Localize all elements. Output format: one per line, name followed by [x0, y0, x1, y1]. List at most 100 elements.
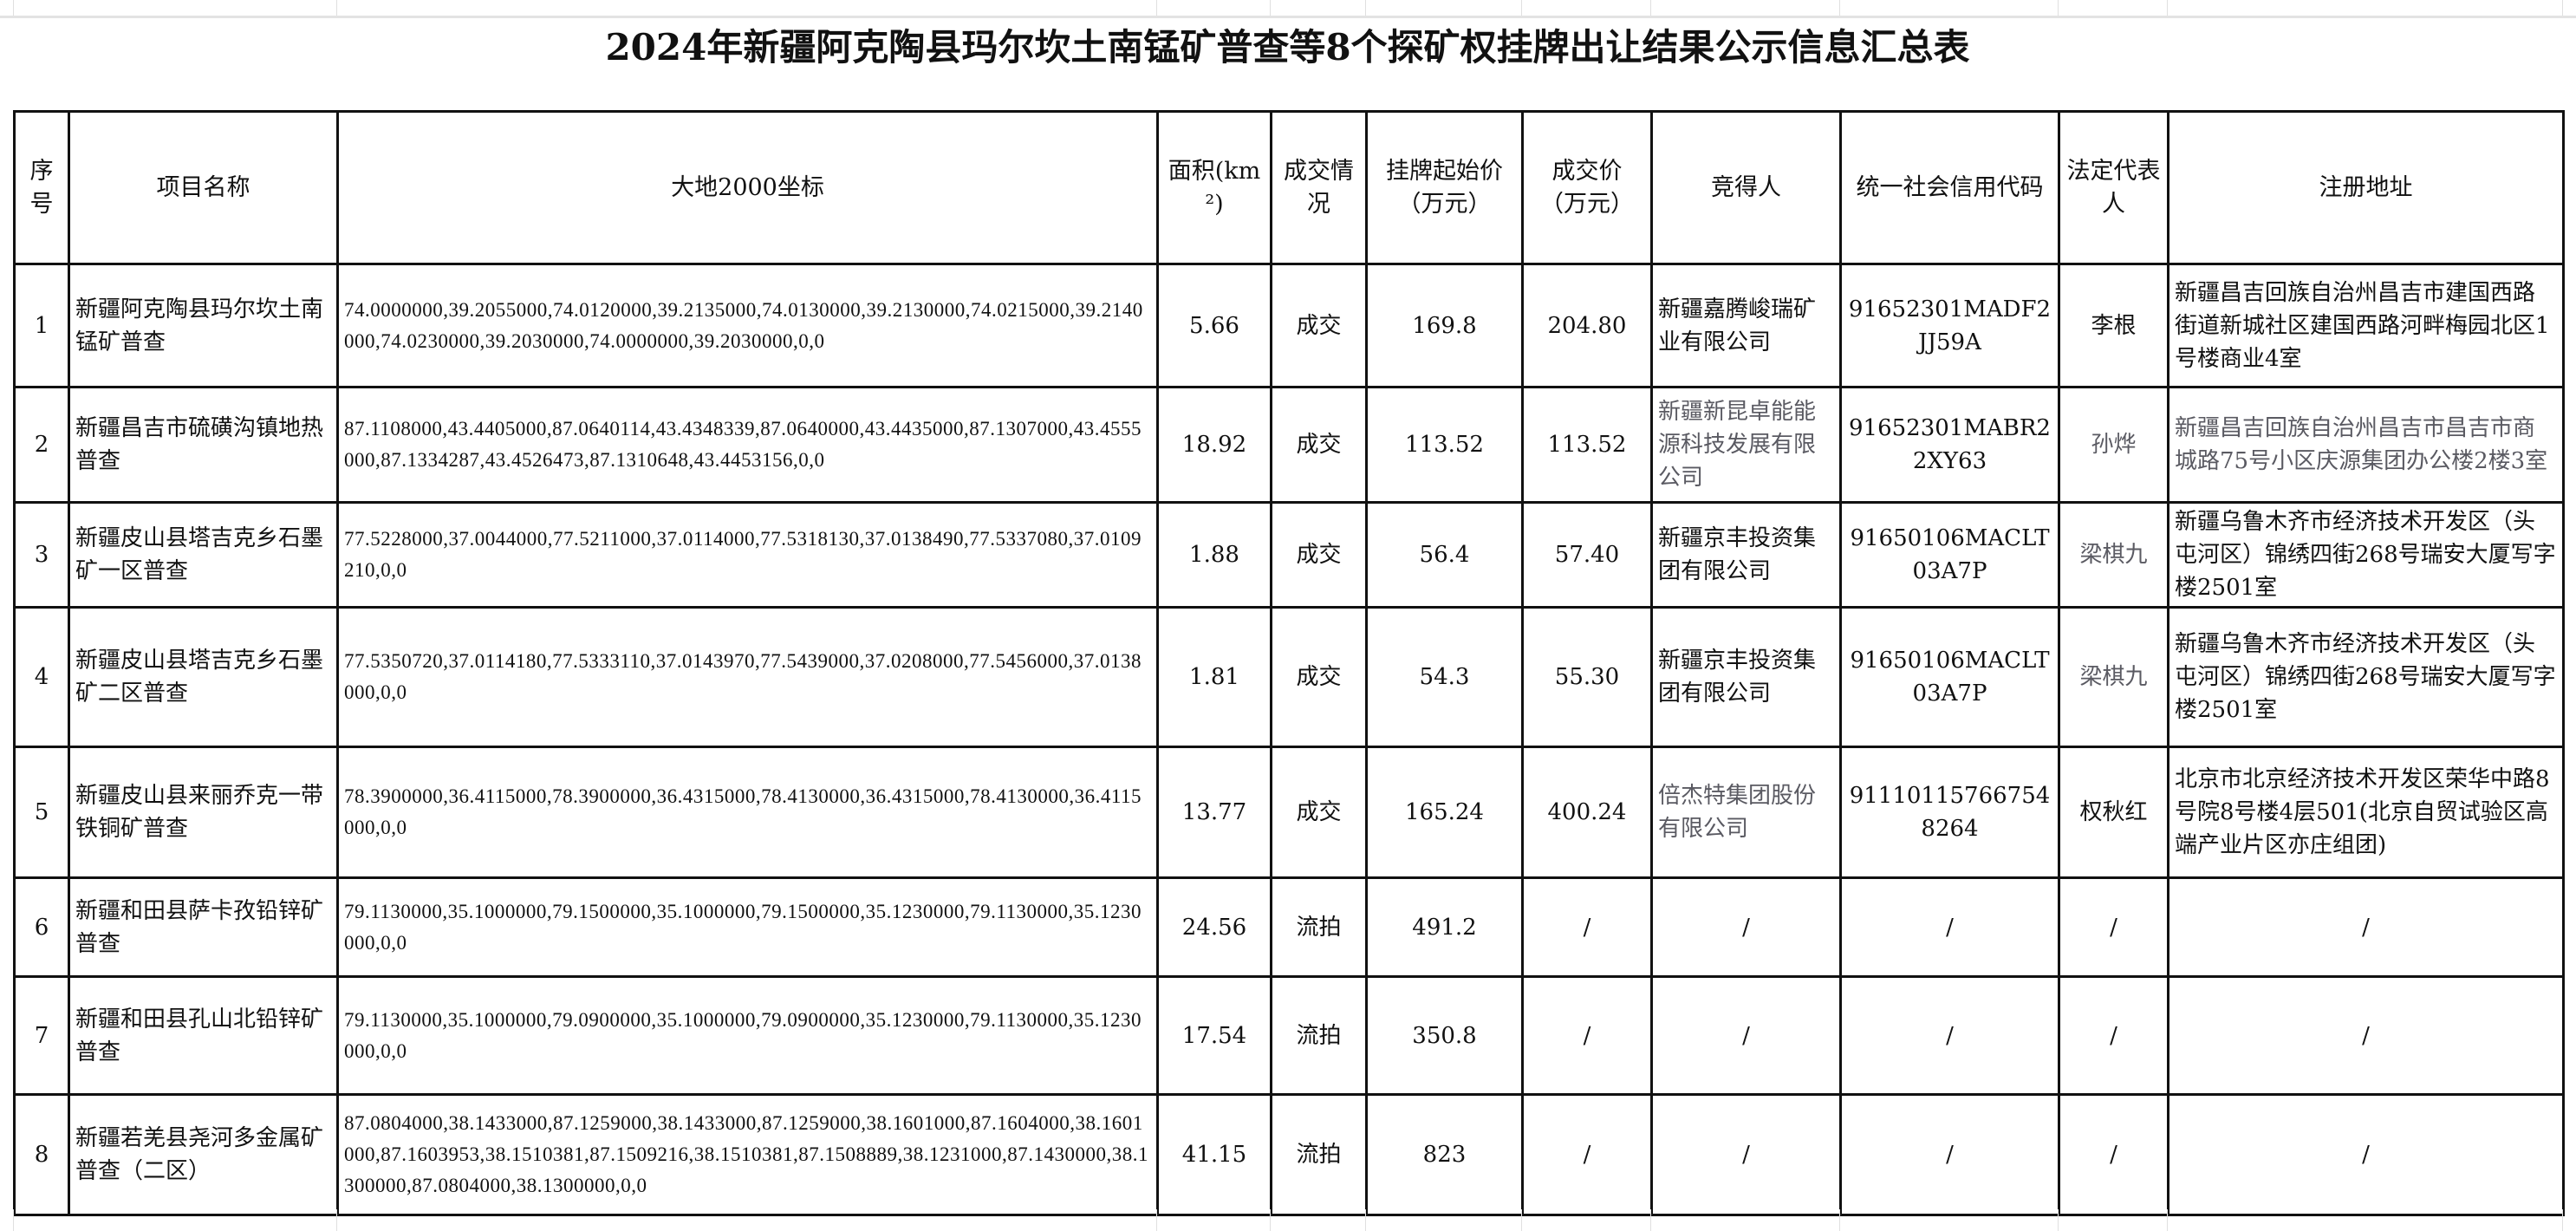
results-table: 序号 项目名称 大地2000坐标 面积(km²) 成交情况 挂牌起始价（万元） …: [13, 110, 2565, 1216]
header-bidder: 竞得人: [1650, 110, 1842, 265]
header-start-price: 挂牌起始价（万元）: [1365, 110, 1524, 265]
cell-deal-price: /: [1521, 975, 1653, 1096]
cell-no: 2: [13, 386, 70, 504]
cell-address: /: [2167, 876, 2565, 978]
cell-legal-rep: 梁棋九: [2058, 501, 2169, 609]
table-row: 8 新疆若羌县尧河多金属矿普查（二区） 87.0804000,38.1433000,…: [13, 1093, 2565, 1216]
cell-bidder: 新疆嘉腾峻瑞矿业有限公司: [1650, 263, 1842, 388]
table-row: 2 新疆昌吉市硫磺沟镇地热普查 87.1108000,43.4405000,87.0…: [13, 386, 2565, 504]
cell-area: 1.88: [1156, 501, 1272, 609]
cell-project-name: 新疆皮山县塔吉克乡石墨矿二区普查: [68, 606, 339, 748]
cell-bidder: 新疆京丰投资集团有限公司: [1650, 501, 1842, 609]
cell-deal-price: 55.30: [1521, 606, 1653, 748]
cell-coordinates: 78.3900000,36.4115000,78.3900000,36.4315…: [336, 746, 1159, 879]
cell-bidder: 新疆京丰投资集团有限公司: [1650, 606, 1842, 748]
header-area: 面积(km²): [1156, 110, 1272, 265]
cell-project-name: 新疆皮山县塔吉克乡石墨矿一区普查: [68, 501, 339, 609]
cell-no: 4: [13, 606, 70, 748]
cell-coordinates: 74.0000000,39.2055000,74.0120000,39.2135…: [336, 263, 1159, 388]
cell-credit-code: /: [1839, 876, 2060, 978]
cell-address: 北京市北京经济技术开发区荣华中路8号院8号楼4层501(北京自贸试验区高端产业片…: [2167, 746, 2565, 879]
cell-deal-price: 400.24: [1521, 746, 1653, 879]
cell-status: 成交: [1270, 746, 1368, 879]
cell-start-price: 113.52: [1365, 386, 1524, 504]
header-address: 注册地址: [2167, 110, 2565, 265]
cell-start-price: 165.24: [1365, 746, 1524, 879]
cell-area: 24.56: [1156, 876, 1272, 978]
cell-project-name: 新疆皮山县来丽乔克一带铁铜矿普查: [68, 746, 339, 879]
table-row: 1 新疆阿克陶县玛尔坎土南锰矿普查 74.0000000,39.2055000,74…: [13, 263, 2565, 388]
cell-credit-code: 91652301MADF2JJ59A: [1839, 263, 2060, 388]
cell-address: /: [2167, 975, 2565, 1096]
cell-legal-rep: /: [2058, 1093, 2169, 1216]
header-deal-price: 成交价（万元）: [1521, 110, 1653, 265]
cell-credit-code: 91650106MACLT03A7P: [1839, 606, 2060, 748]
cell-coordinates: 87.1108000,43.4405000,87.0640114,43.4348…: [336, 386, 1159, 504]
cell-address: 新疆昌吉回族自治州昌吉市建国西路街道新城社区建国西路河畔梅园北区1号楼商业4室: [2167, 263, 2565, 388]
table-row: 5 新疆皮山县来丽乔克一带铁铜矿普查 78.3900000,36.4115000,7…: [13, 746, 2565, 879]
cell-no: 6: [13, 876, 70, 978]
cell-project-name: 新疆阿克陶县玛尔坎土南锰矿普查: [68, 263, 339, 388]
cell-project-name: 新疆昌吉市硫磺沟镇地热普查: [68, 386, 339, 504]
cell-status: 流拍: [1270, 975, 1368, 1096]
table-row: 6 新疆和田县萨卡孜铅锌矿普查 79.1130000,35.1000000,79.1…: [13, 876, 2565, 978]
cell-bidder: /: [1650, 1093, 1842, 1216]
header-coordinates: 大地2000坐标: [336, 110, 1159, 265]
cell-legal-rep: 孙烨: [2058, 386, 2169, 504]
cell-status: 成交: [1270, 501, 1368, 609]
table-row: 3 新疆皮山县塔吉克乡石墨矿一区普查 77.5228000,37.0044000,7…: [13, 501, 2565, 609]
cell-coordinates: 79.1130000,35.1000000,79.1500000,35.1000…: [336, 876, 1159, 978]
cell-bidder: /: [1650, 975, 1842, 1096]
cell-start-price: 169.8: [1365, 263, 1524, 388]
cell-bidder: 倍杰特集团股份有限公司: [1650, 746, 1842, 879]
cell-no: 5: [13, 746, 70, 879]
cell-no: 3: [13, 501, 70, 609]
cell-area: 13.77: [1156, 746, 1272, 879]
table-row: 7 新疆和田县孔山北铅锌矿普查 79.1130000,35.1000000,79.0…: [13, 975, 2565, 1096]
table-title: 2024年新疆阿克陶县玛尔坎土南锰矿普查等8个探矿权挂牌出让结果公示信息汇总表: [605, 26, 1970, 68]
cell-project-name: 新疆和田县孔山北铅锌矿普查: [68, 975, 339, 1096]
cell-address: 新疆乌鲁木齐市经济技术开发区（头屯河区）锦绣四街268号瑞安大厦写字楼2501室: [2167, 501, 2565, 609]
cell-no: 7: [13, 975, 70, 1096]
cell-deal-price: 113.52: [1521, 386, 1653, 504]
header-legal-rep: 法定代表人: [2058, 110, 2169, 265]
cell-deal-price: 57.40: [1521, 501, 1653, 609]
cell-legal-rep: 权秋红: [2058, 746, 2169, 879]
cell-area: 1.81: [1156, 606, 1272, 748]
spreadsheet-gridlines-top: [0, 0, 2576, 18]
cell-no: 1: [13, 263, 70, 388]
cell-status: 成交: [1270, 386, 1368, 504]
cell-start-price: 350.8: [1365, 975, 1524, 1096]
table-row: 4 新疆皮山县塔吉克乡石墨矿二区普查 77.5350720,37.0114180,7…: [13, 606, 2565, 748]
spreadsheet-gridlines-bottom: [0, 1209, 2576, 1231]
cell-legal-rep: 李根: [2058, 263, 2169, 388]
cell-area: 5.66: [1156, 263, 1272, 388]
cell-legal-rep: /: [2058, 876, 2169, 978]
cell-status: 流拍: [1270, 1093, 1368, 1216]
cell-address: 新疆昌吉回族自治州昌吉市昌吉市商城路75号小区庆源集团办公楼2楼3室: [2167, 386, 2565, 504]
cell-no: 8: [13, 1093, 70, 1216]
cell-start-price: 56.4: [1365, 501, 1524, 609]
cell-address: /: [2167, 1093, 2565, 1216]
cell-coordinates: 79.1130000,35.1000000,79.0900000,35.1000…: [336, 975, 1159, 1096]
cell-area: 41.15: [1156, 1093, 1272, 1216]
cell-bidder: 新疆新昆卓能能源科技发展有限公司: [1650, 386, 1842, 504]
cell-bidder: /: [1650, 876, 1842, 978]
cell-deal-price: /: [1521, 876, 1653, 978]
cell-start-price: 54.3: [1365, 606, 1524, 748]
cell-coordinates: 77.5350720,37.0114180,77.5333110,37.0143…: [336, 606, 1159, 748]
cell-project-name: 新疆若羌县尧河多金属矿普查（二区）: [68, 1093, 339, 1216]
cell-status: 流拍: [1270, 876, 1368, 978]
cell-deal-price: 204.80: [1521, 263, 1653, 388]
header-no: 序号: [13, 110, 70, 265]
cell-coordinates: 87.0804000,38.1433000,87.1259000,38.1433…: [336, 1093, 1159, 1216]
cell-area: 17.54: [1156, 975, 1272, 1096]
header-row: 序号 项目名称 大地2000坐标 面积(km²) 成交情况 挂牌起始价（万元） …: [13, 110, 2565, 265]
cell-project-name: 新疆和田县萨卡孜铅锌矿普查: [68, 876, 339, 978]
cell-address: 新疆乌鲁木齐市经济技术开发区（头屯河区）锦绣四街268号瑞安大厦写字楼2501室: [2167, 606, 2565, 748]
cell-start-price: 823: [1365, 1093, 1524, 1216]
cell-credit-code: 91650106MACLT03A7P: [1839, 501, 2060, 609]
cell-legal-rep: 梁棋九: [2058, 606, 2169, 748]
cell-credit-code: /: [1839, 975, 2060, 1096]
cell-credit-code: 91652301MABR22XY63: [1839, 386, 2060, 504]
